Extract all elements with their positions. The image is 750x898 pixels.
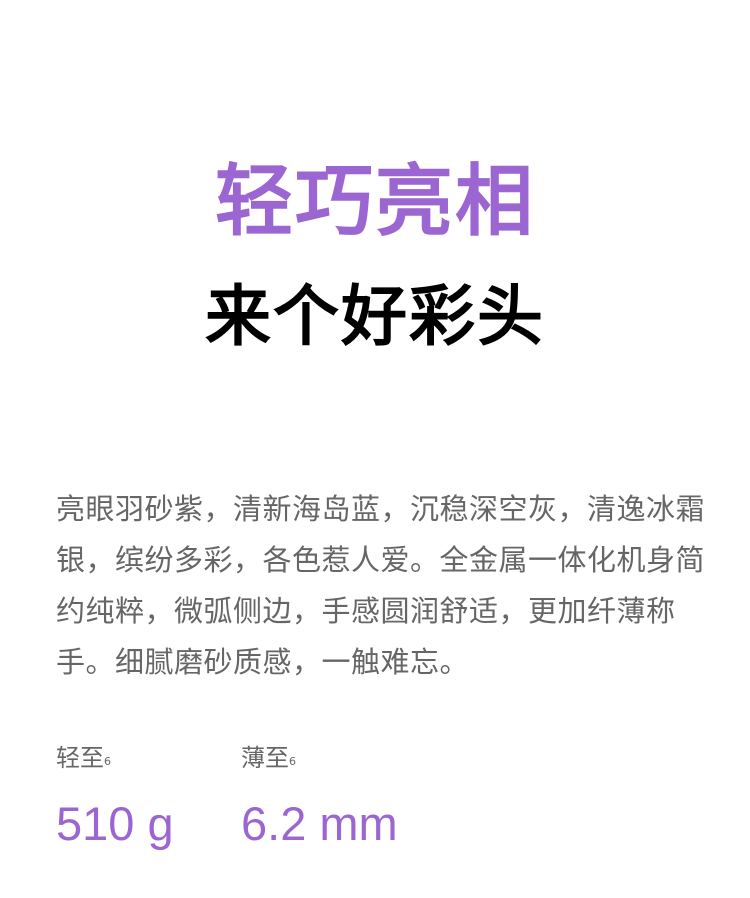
spec-thickness-label-text: 薄至 bbox=[241, 744, 289, 772]
spec-weight: 轻至6 510 g bbox=[56, 738, 174, 854]
spec-thickness-footnote: 6 bbox=[289, 755, 296, 768]
headline-secondary: 来个好彩头 bbox=[205, 278, 545, 355]
spec-weight-label-text: 轻至 bbox=[56, 744, 104, 772]
spec-thickness-value: 6.2 mm bbox=[241, 797, 398, 850]
headline-primary: 轻巧亮相 bbox=[214, 157, 535, 247]
spec-weight-value: 510 g bbox=[56, 797, 174, 850]
spec-thickness-label: 薄至6 bbox=[241, 738, 398, 778]
spec-weight-footnote: 6 bbox=[104, 755, 111, 768]
spec-thickness: 薄至6 6.2 mm bbox=[241, 738, 398, 854]
product-description: 亮眼羽砂紫，清新海岛蓝，沉稳深空灰，清逸冰霜银，缤纷多彩，各色惹人爱。全金属一体… bbox=[56, 492, 706, 679]
spec-weight-label: 轻至6 bbox=[56, 738, 174, 778]
